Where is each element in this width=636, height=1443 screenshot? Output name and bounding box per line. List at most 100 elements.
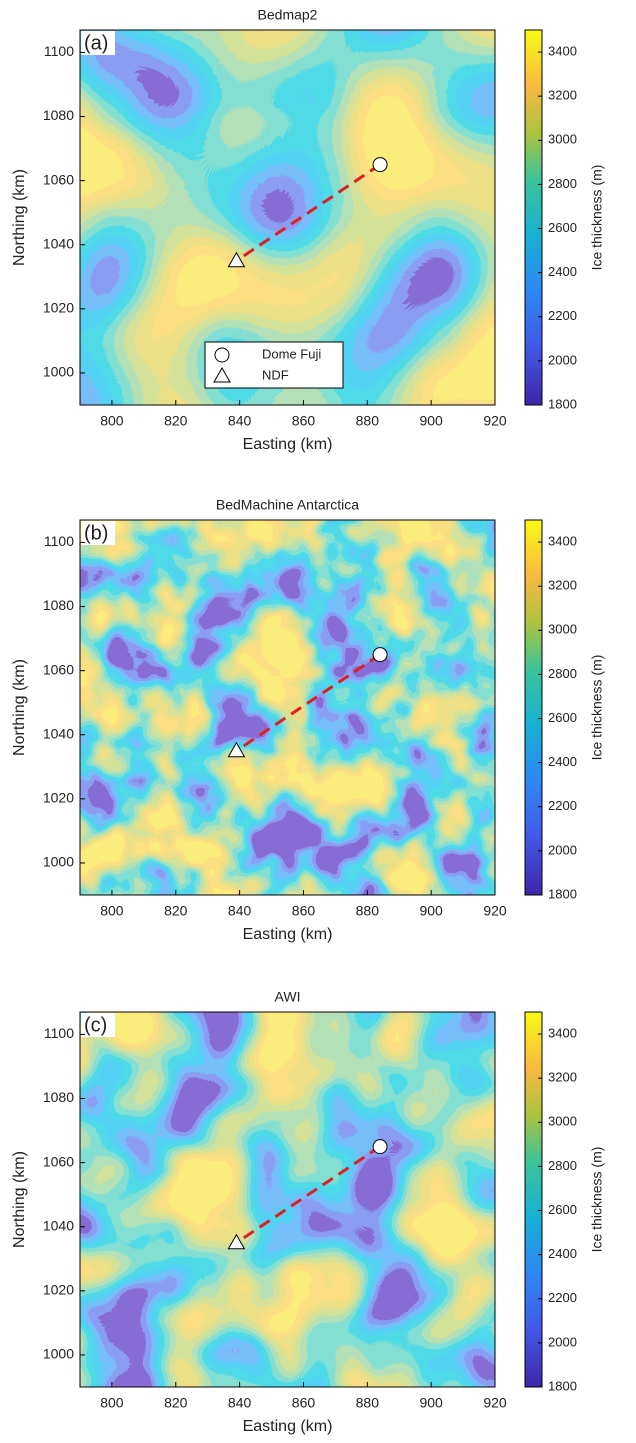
colorbar-tick-label: 3200 (548, 88, 577, 103)
colorbar-tick-label: 2800 (548, 176, 577, 191)
y-tick-label: 1000 (43, 1346, 74, 1362)
x-tick-label: 900 (419, 413, 443, 429)
x-tick-label: 840 (228, 413, 252, 429)
legend-label: Dome Fuji (262, 346, 321, 361)
panel: AWI (c) 800 820 840 860 880 900 920 1000 1020 1040 1… (11, 989, 604, 1436)
colorbar-tick-label: 2200 (548, 1290, 577, 1305)
colorbar-tick-label: 2800 (548, 666, 577, 681)
plot-frame (79, 1011, 496, 1388)
x-tick-label: 820 (164, 413, 188, 429)
ice-thickness-field (80, 1012, 495, 1387)
colorbar-tick-label: 2200 (548, 798, 577, 813)
colorbar-tick-label: 2400 (548, 1246, 577, 1261)
x-tick-label: 860 (292, 903, 316, 919)
x-tick-label: 860 (292, 1395, 316, 1411)
colorbar-label: Ice thickness (m) (589, 165, 605, 271)
panel-title: BedMachine Antarctica (216, 497, 359, 513)
site-marker (227, 251, 246, 268)
x-tick-label: 820 (164, 903, 188, 919)
colorbar-tick-label: 2000 (548, 1334, 577, 1349)
x-tick-label: 920 (483, 903, 507, 919)
colorbar-tick-label: 1800 (548, 1378, 577, 1393)
y-tick-label: 1100 (44, 1025, 74, 1041)
legend-label: NDF (262, 367, 289, 382)
colorbar-label: Ice thickness (m) (589, 1147, 605, 1253)
x-tick-label: 800 (100, 1395, 124, 1411)
colorbar-tick-label: 2000 (548, 842, 577, 857)
y-tick-label: 1000 (43, 364, 74, 380)
colorbar-tick-label: 2400 (548, 754, 577, 769)
colorbar-tick-label: 3000 (548, 622, 577, 637)
site-marker (227, 741, 246, 758)
y-tick-label: 1040 (43, 235, 74, 251)
y-tick-label: 1080 (43, 597, 74, 613)
colorbar-tick-label: 3200 (548, 1070, 577, 1085)
y-tick-label: 1020 (43, 300, 74, 316)
legend-marker (214, 347, 230, 363)
panel-label: (b) (84, 522, 108, 544)
y-tick-label: 1060 (43, 171, 74, 187)
traverse-line (235, 653, 381, 753)
x-tick-label: 840 (228, 903, 252, 919)
panel-label-bg (81, 31, 115, 55)
panel-label: (c) (84, 1014, 107, 1036)
colorbar-tick-label: 1800 (548, 396, 577, 411)
colorbar-tick-label: 3400 (548, 43, 577, 58)
colorbar-label: Ice thickness (m) (589, 655, 605, 761)
colorbar (524, 29, 543, 406)
y-axis-label: Northing (km) (11, 169, 28, 266)
plot-frame (79, 519, 496, 896)
colorbar-tick-label: 2800 (548, 1158, 577, 1173)
ice-thickness-field (80, 520, 495, 895)
x-tick-label: 860 (292, 413, 316, 429)
x-tick-label: 880 (356, 1395, 380, 1411)
x-tick-label: 820 (164, 1395, 188, 1411)
panel-label: (a) (84, 32, 108, 54)
colorbar-tick-label: 2000 (548, 352, 577, 367)
x-axis-label: Easting (km) (243, 1418, 333, 1435)
traverse-line (235, 1145, 381, 1245)
y-tick-label: 1080 (43, 107, 74, 123)
x-axis-label: Easting (km) (243, 436, 333, 453)
colorbar (524, 1011, 543, 1388)
x-tick-label: 840 (228, 1395, 252, 1411)
colorbar (524, 519, 543, 896)
panel: Bedmap2 (a) 800 820 840 860 880 900 920 1000 1020 1… (11, 7, 604, 454)
x-tick-label: 800 (100, 903, 124, 919)
panel-title: AWI (275, 989, 301, 1005)
x-axis-label: Easting (km) (243, 926, 333, 943)
site-marker (372, 157, 388, 173)
colorbar-tick-label: 3000 (548, 132, 577, 147)
y-axis-label: Northing (km) (11, 1151, 28, 1248)
plot-frame (79, 29, 496, 406)
site-marker (372, 1139, 388, 1155)
site-marker (372, 647, 388, 663)
y-tick-label: 1040 (43, 1217, 74, 1233)
y-tick-label: 1080 (43, 1089, 74, 1105)
x-tick-label: 900 (419, 1395, 443, 1411)
colorbar-tick-label: 3400 (548, 533, 577, 548)
panel-label-bg (81, 1013, 115, 1037)
colorbar-tick-label: 3000 (548, 1114, 577, 1129)
y-tick-label: 1060 (43, 1153, 74, 1169)
colorbar-tick-label: 1800 (548, 886, 577, 901)
colorbar-tick-label: 2600 (548, 710, 577, 725)
y-tick-label: 1020 (43, 1282, 74, 1298)
y-tick-label: 1100 (44, 43, 74, 59)
x-tick-label: 920 (483, 413, 507, 429)
colorbar-tick-label: 2200 (548, 308, 577, 323)
x-tick-label: 800 (100, 413, 124, 429)
x-tick-label: 880 (356, 413, 380, 429)
x-tick-label: 920 (483, 1395, 507, 1411)
y-tick-label: 1020 (43, 790, 74, 806)
colorbar-tick-label: 2400 (548, 264, 577, 279)
colorbar-tick-label: 3200 (548, 578, 577, 593)
y-tick-label: 1000 (43, 854, 74, 870)
traverse-line (235, 163, 381, 263)
panel-label-bg (81, 521, 115, 545)
panel: BedMachine Antarctica (b) 800 820 840 860 880 9… (11, 497, 604, 944)
x-tick-label: 880 (356, 903, 380, 919)
colorbar-tick-label: 2600 (548, 220, 577, 235)
x-tick-label: 900 (419, 903, 443, 919)
y-axis-label: Northing (km) (11, 659, 28, 756)
